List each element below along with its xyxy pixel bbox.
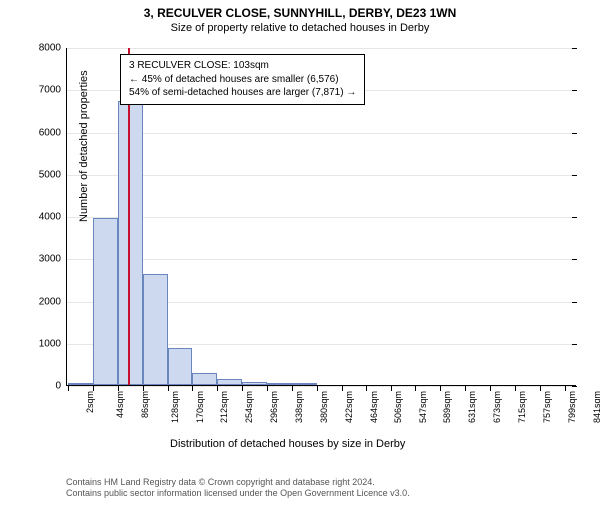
y-axis-label: Number of detached properties xyxy=(78,70,90,222)
histogram-bar xyxy=(267,383,292,385)
y-tick-mark xyxy=(572,217,577,218)
y-tick-mark xyxy=(572,175,577,176)
x-tick-label: 631sqm xyxy=(467,391,477,423)
histogram-bar xyxy=(292,383,317,385)
y-tick-mark xyxy=(572,48,577,49)
y-tick-label: 7000 xyxy=(39,85,67,96)
x-tick-mark xyxy=(366,386,367,391)
x-tick-mark xyxy=(465,386,466,391)
y-tick-mark xyxy=(572,344,577,345)
x-tick-mark xyxy=(565,386,566,391)
x-tick-mark xyxy=(68,386,69,391)
x-tick-mark xyxy=(292,386,293,391)
x-tick-label: 170sqm xyxy=(195,391,205,423)
x-tick-label: 589sqm xyxy=(443,391,453,423)
x-tick-mark xyxy=(440,386,441,391)
x-tick-label: 841sqm xyxy=(592,391,600,423)
x-tick-label: 799sqm xyxy=(567,391,577,423)
histogram-bar xyxy=(68,383,93,385)
histogram-bar xyxy=(217,379,242,385)
x-tick-label: 506sqm xyxy=(393,391,403,423)
y-tick-mark xyxy=(572,386,577,387)
histogram-bar xyxy=(143,274,168,385)
grid-line xyxy=(67,48,576,49)
x-tick-mark xyxy=(391,386,392,391)
footer-line1: Contains HM Land Registry data © Crown c… xyxy=(66,477,410,489)
x-tick-label: 44sqm xyxy=(115,391,125,418)
histogram-bar xyxy=(93,218,118,385)
y-tick-label: 4000 xyxy=(39,212,67,223)
y-tick-label: 6000 xyxy=(39,127,67,138)
x-tick-mark xyxy=(192,386,193,391)
grid-line xyxy=(67,217,576,218)
histogram-bar xyxy=(118,101,143,385)
x-tick-mark xyxy=(242,386,243,391)
x-tick-label: 128sqm xyxy=(170,391,180,423)
y-tick-label: 2000 xyxy=(39,296,67,307)
grid-line xyxy=(67,175,576,176)
x-tick-mark xyxy=(490,386,491,391)
callout-line-larger: 54% of semi-detached houses are larger (… xyxy=(129,86,356,100)
histogram-bar xyxy=(192,373,217,385)
copyright-footer: Contains HM Land Registry data © Crown c… xyxy=(66,477,410,500)
histogram-bar xyxy=(242,382,267,385)
x-tick-mark xyxy=(168,386,169,391)
x-tick-label: 547sqm xyxy=(418,391,428,423)
x-tick-label: 757sqm xyxy=(542,391,552,423)
x-tick-mark xyxy=(342,386,343,391)
x-tick-mark xyxy=(93,386,94,391)
y-tick-label: 1000 xyxy=(39,338,67,349)
callout-line-subject: 3 RECULVER CLOSE: 103sqm xyxy=(129,59,356,73)
x-tick-label: 464sqm xyxy=(369,391,379,423)
x-tick-label: 254sqm xyxy=(244,391,254,423)
y-tick-label: 5000 xyxy=(39,169,67,180)
grid-line xyxy=(67,133,576,134)
x-tick-mark xyxy=(217,386,218,391)
grid-line xyxy=(67,259,576,260)
y-tick-mark xyxy=(572,133,577,134)
x-tick-mark xyxy=(118,386,119,391)
x-tick-label: 380sqm xyxy=(319,391,329,423)
x-tick-label: 715sqm xyxy=(517,391,527,423)
y-tick-label: 0 xyxy=(55,381,67,392)
x-tick-mark xyxy=(143,386,144,391)
x-axis-label: Distribution of detached houses by size … xyxy=(170,438,405,450)
y-tick-label: 3000 xyxy=(39,254,67,265)
summary-callout: 3 RECULVER CLOSE: 103sqm ← 45% of detach… xyxy=(120,54,365,105)
x-tick-label: 673sqm xyxy=(492,391,502,423)
x-tick-label: 422sqm xyxy=(344,391,354,423)
x-tick-label: 296sqm xyxy=(269,391,279,423)
y-tick-mark xyxy=(572,90,577,91)
x-tick-label: 2sqm xyxy=(85,391,95,413)
histogram-bar xyxy=(168,348,193,385)
x-tick-label: 86sqm xyxy=(140,391,150,418)
footer-line2: Contains public sector information licen… xyxy=(66,488,410,500)
x-tick-mark xyxy=(267,386,268,391)
y-tick-mark xyxy=(572,302,577,303)
x-tick-label: 212sqm xyxy=(219,391,229,423)
x-tick-mark xyxy=(515,386,516,391)
y-tick-label: 8000 xyxy=(39,43,67,54)
x-tick-mark xyxy=(317,386,318,391)
x-tick-mark xyxy=(415,386,416,391)
callout-line-smaller: ← 45% of detached houses are smaller (6,… xyxy=(129,73,356,87)
x-tick-label: 338sqm xyxy=(294,391,304,423)
y-tick-mark xyxy=(572,259,577,260)
x-tick-mark xyxy=(540,386,541,391)
